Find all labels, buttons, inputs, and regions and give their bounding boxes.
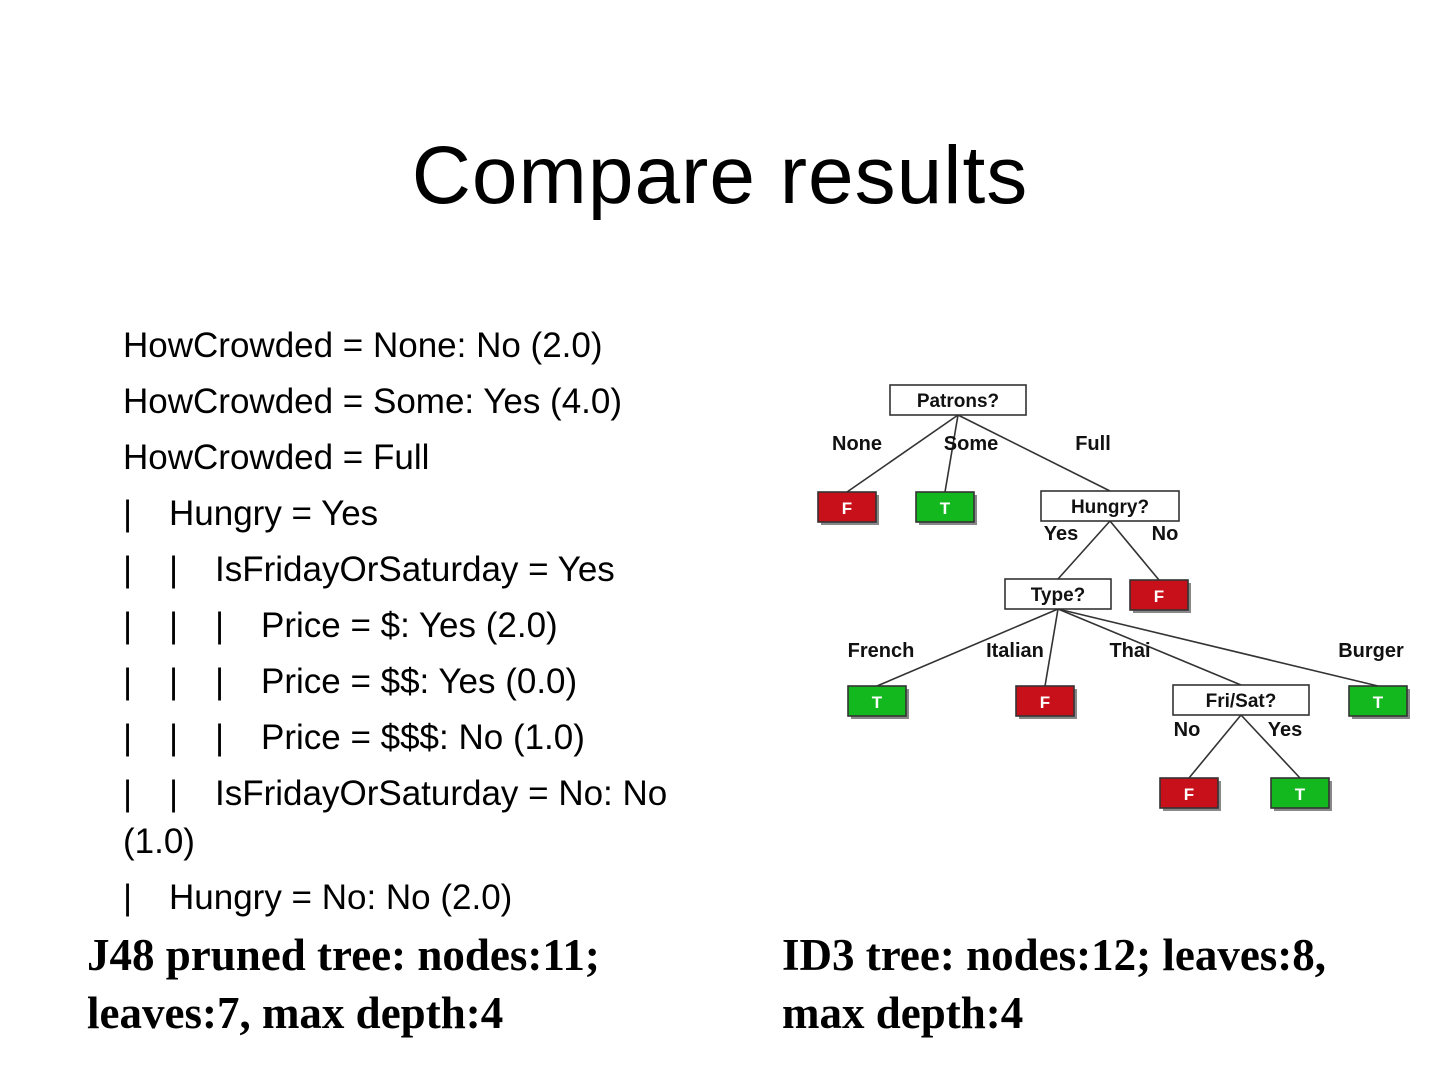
tree-edge-label: None: [832, 433, 882, 455]
tree-edge: [876, 608, 1059, 687]
tree-edge-label: No: [1174, 719, 1201, 741]
rule-line: HowCrowded = Some: Yes (4.0): [123, 378, 733, 434]
leaf-node-box: [847, 685, 907, 717]
j48-summary: J48 pruned tree: nodes:11; leaves:7, max…: [87, 930, 600, 1038]
test-node-box: [889, 384, 1027, 416]
leaf-node-label: F: [842, 499, 852, 518]
tree-depth-bar: |: [123, 550, 133, 589]
rule-line: HowCrowded = None: No (2.0): [123, 322, 733, 378]
tree-edge-label: Yes: [1268, 719, 1302, 741]
tree-depth-bar: |: [169, 718, 179, 757]
tree-depth-bar: |: [215, 718, 225, 757]
leaf-node-box: [817, 491, 877, 523]
rule-text: IsFridayOrSaturday = No: No (1.0): [123, 774, 668, 861]
id3-tree-diagram: None Some Full Yes No French Italian Thai Burger…: [805, 370, 1425, 820]
tree-depth-bar: |: [215, 606, 225, 645]
leaf-node-box: [1348, 685, 1408, 717]
tree-depth-bar: |: [123, 494, 133, 533]
leaf-node-box: [1129, 579, 1189, 611]
tree-depth-bar: |: [123, 606, 133, 645]
tree-edge: [1240, 714, 1301, 779]
rule-line: | | | Price = $$$: No (1.0): [123, 714, 733, 770]
leaf-node-label: F: [1040, 693, 1050, 712]
tree-edge-label: Full: [1075, 433, 1111, 455]
test-node-box: [1172, 684, 1310, 716]
tree-edge: [1109, 520, 1160, 581]
tree-edge-label: French: [848, 640, 915, 662]
tree-edge-label: Burger: [1338, 640, 1404, 662]
tree-depth-bar: |: [123, 718, 133, 757]
tree-edge: [1057, 520, 1111, 580]
tree-edge: [1044, 608, 1059, 687]
j48-rule-listing: HowCrowded = None: No (2.0) HowCrowded = …: [123, 322, 733, 930]
leaf-node-label: F: [1154, 587, 1164, 606]
tree-depth-bar: |: [123, 878, 133, 917]
tree-edge-label: Italian: [986, 640, 1044, 662]
rule-text: Hungry = No: No (2.0): [169, 878, 513, 917]
rule-text: Price = $: Yes (2.0): [261, 606, 558, 645]
rule-line: | Hungry = No: No (2.0): [123, 874, 733, 930]
tree-depth-bar: |: [123, 774, 133, 813]
rule-line: | Hungry = Yes: [123, 490, 733, 546]
rule-text: HowCrowded = Full: [123, 438, 430, 477]
leaf-node-box: [915, 491, 975, 523]
leaf-node-label: T: [940, 499, 951, 518]
tree-depth-bar: |: [169, 774, 179, 813]
rule-line: | | | Price = $: Yes (2.0): [123, 602, 733, 658]
tree-edge-label: Yes: [1044, 523, 1078, 545]
id3-tree-svg: None Some Full Yes No French Italian Thai Burger…: [817, 384, 1410, 811]
tree-edge: [846, 414, 959, 493]
slide-title: Compare results: [411, 130, 1029, 221]
rule-text: IsFridayOrSaturday = Yes: [215, 550, 615, 589]
rule-line: HowCrowded = Full: [123, 434, 733, 490]
leaf-node-label: T: [1295, 785, 1306, 804]
leaf-node-label: F: [1184, 785, 1194, 804]
test-node-label: Hungry?: [1071, 497, 1149, 518]
tree-depth-bar: |: [169, 606, 179, 645]
tree-edge-label: Thai: [1109, 640, 1150, 662]
rule-text: Hungry = Yes: [169, 494, 379, 533]
tree-edge: [1057, 608, 1242, 686]
test-node-label: Fri/Sat?: [1206, 691, 1277, 712]
tree-edge: [1057, 608, 1379, 687]
tree-edge: [944, 414, 959, 493]
leaf-node-label: T: [872, 693, 883, 712]
test-node-label: Patrons?: [917, 391, 999, 412]
test-node-box: [1040, 490, 1180, 522]
tree-depth-bar: |: [169, 550, 179, 589]
test-node-label: Type?: [1031, 585, 1086, 606]
leaf-node-box: [1159, 777, 1219, 809]
rule-text: HowCrowded = None: No (2.0): [123, 326, 603, 365]
rule-text: HowCrowded = Some: Yes (4.0): [123, 382, 623, 421]
tree-edge: [1188, 714, 1242, 779]
tree-depth-bar: |: [215, 662, 225, 701]
tree-edge-label: No: [1152, 523, 1179, 545]
leaf-node-label: T: [1373, 693, 1384, 712]
leaf-node-box: [1270, 777, 1330, 809]
tree-depth-bar: |: [123, 662, 133, 701]
id3-summary: ID3 tree: nodes:12; leaves:8, max depth:…: [782, 930, 1327, 1038]
tree-edge: [957, 414, 1111, 492]
tree-edge-label: Some: [944, 433, 998, 455]
rule-text: Price = $$: Yes (0.0): [261, 662, 578, 701]
rule-line: | | | Price = $$: Yes (0.0): [123, 658, 733, 714]
tree-depth-bar: |: [169, 662, 179, 701]
rule-text: Price = $$$: No (1.0): [261, 718, 585, 757]
leaf-node-box: [1015, 685, 1075, 717]
rule-line: | | IsFridayOrSaturday = No: No (1.0): [123, 770, 733, 874]
rule-line: | | IsFridayOrSaturday = Yes: [123, 546, 733, 602]
test-node-box: [1004, 578, 1112, 610]
